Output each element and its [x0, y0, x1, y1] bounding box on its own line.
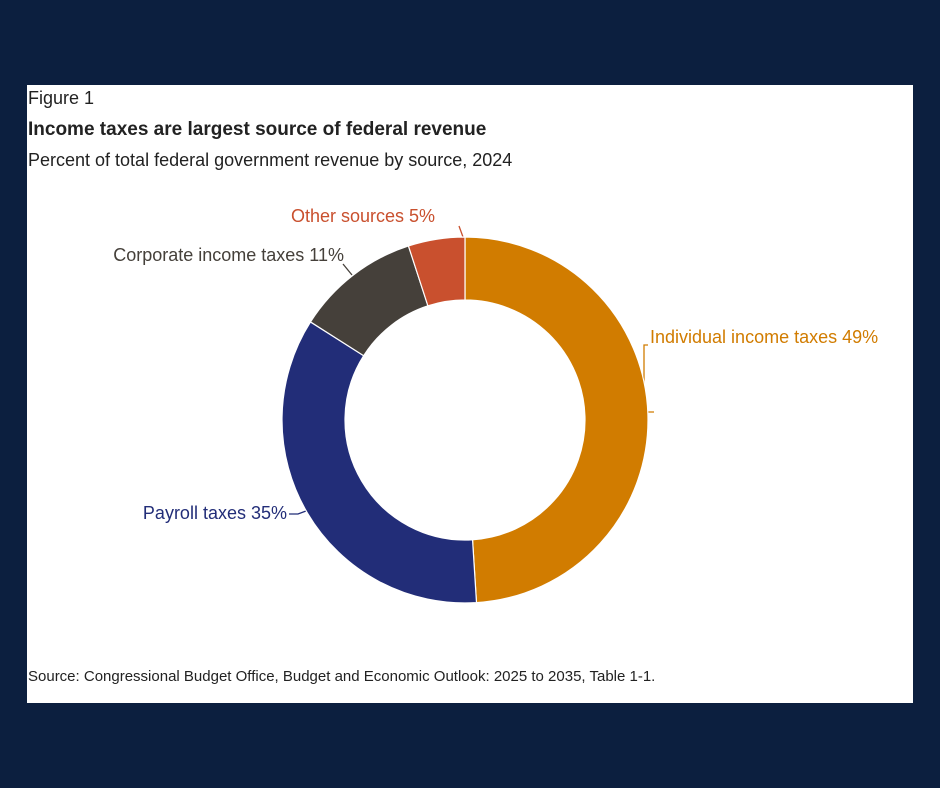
slice-label: Individual income taxes 49% — [650, 327, 878, 347]
slice-label: Other sources 5% — [291, 206, 435, 226]
slice-label-value: 5% — [409, 206, 435, 226]
donut-slice — [281, 321, 478, 604]
leader-lines — [289, 225, 654, 515]
figure-label: Figure 1 — [28, 88, 94, 108]
donut-slice — [407, 236, 466, 307]
slice-label-name: Individual income taxes — [650, 327, 837, 347]
leader-line — [289, 510, 307, 515]
leader-line — [342, 263, 353, 276]
slice-label-name: Other sources — [291, 206, 404, 226]
leader-line — [458, 225, 464, 238]
chart-subtitle: Percent of total federal government reve… — [28, 150, 512, 170]
slice-label-value: 35% — [251, 503, 287, 523]
donut-slice — [464, 236, 649, 604]
panel — [27, 85, 913, 703]
slice-label-value: 49% — [842, 327, 878, 347]
slice-label: Payroll taxes 35% — [143, 503, 287, 523]
slice-label-name: Corporate income taxes — [113, 245, 304, 265]
slice-label-value: 11% — [309, 245, 344, 265]
source-note: Source: Congressional Budget Office, Bud… — [28, 668, 655, 685]
leader-line — [643, 344, 654, 413]
chart-title: Income taxes are largest source of feder… — [28, 119, 486, 140]
slice-label-name: Payroll taxes — [143, 503, 246, 523]
slice-label: Corporate income taxes 11% — [113, 245, 344, 265]
